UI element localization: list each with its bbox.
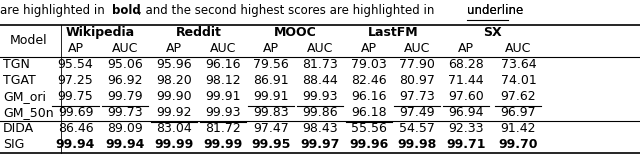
Text: 99.86: 99.86 xyxy=(302,106,338,119)
Text: AUC: AUC xyxy=(209,42,236,55)
Text: SIG: SIG xyxy=(3,138,24,151)
Text: 92.33: 92.33 xyxy=(448,122,484,135)
Text: 99.73: 99.73 xyxy=(108,106,143,119)
Text: 55.56: 55.56 xyxy=(351,122,387,135)
Text: 99.94: 99.94 xyxy=(106,138,145,151)
Text: AP: AP xyxy=(458,42,474,55)
Text: AP: AP xyxy=(166,42,182,55)
Text: 74.01: 74.01 xyxy=(500,74,536,87)
Text: 81.73: 81.73 xyxy=(302,58,338,71)
Text: 97.47: 97.47 xyxy=(253,122,289,135)
Text: 82.46: 82.46 xyxy=(351,74,387,87)
Text: 99.92: 99.92 xyxy=(156,106,192,119)
Text: 99.98: 99.98 xyxy=(397,138,437,151)
Text: 97.62: 97.62 xyxy=(500,90,536,103)
Text: 54.57: 54.57 xyxy=(399,122,435,135)
Text: 73.64: 73.64 xyxy=(500,58,536,71)
Text: 97.73: 97.73 xyxy=(399,90,435,103)
Text: 99.93: 99.93 xyxy=(205,106,241,119)
Text: 83.04: 83.04 xyxy=(156,122,192,135)
Text: 99.90: 99.90 xyxy=(156,90,192,103)
Text: , and the second highest scores are highlighted in: , and the second highest scores are high… xyxy=(138,4,438,17)
Text: 99.83: 99.83 xyxy=(253,106,289,119)
Text: 68.28: 68.28 xyxy=(448,58,484,71)
Text: 99.99: 99.99 xyxy=(154,138,194,151)
Text: 98.12: 98.12 xyxy=(205,74,241,87)
Text: 99.94: 99.94 xyxy=(56,138,95,151)
Text: 95.96: 95.96 xyxy=(156,58,192,71)
Text: 88.44: 88.44 xyxy=(302,74,338,87)
Text: 89.09: 89.09 xyxy=(108,122,143,135)
Text: 99.75: 99.75 xyxy=(58,90,93,103)
Text: 71.44: 71.44 xyxy=(448,74,484,87)
Text: LastFM: LastFM xyxy=(367,27,419,39)
Text: 99.79: 99.79 xyxy=(108,90,143,103)
Text: 99.96: 99.96 xyxy=(349,138,388,151)
Text: Wikipedia: Wikipedia xyxy=(66,27,135,39)
Text: 96.16: 96.16 xyxy=(205,58,241,71)
Text: 98.20: 98.20 xyxy=(156,74,192,87)
Text: 96.18: 96.18 xyxy=(351,106,387,119)
Text: 95.54: 95.54 xyxy=(58,58,93,71)
Text: TGN: TGN xyxy=(3,58,30,71)
Text: 97.60: 97.60 xyxy=(448,90,484,103)
Text: AP: AP xyxy=(68,42,83,55)
Text: .: . xyxy=(508,4,512,17)
Text: 99.71: 99.71 xyxy=(446,138,486,151)
Text: AP: AP xyxy=(361,42,376,55)
Text: TGAT: TGAT xyxy=(3,74,36,87)
Text: MOOC: MOOC xyxy=(275,27,317,39)
Text: 98.43: 98.43 xyxy=(302,122,338,135)
Text: 99.91: 99.91 xyxy=(205,90,241,103)
Text: 99.95: 99.95 xyxy=(252,138,291,151)
Text: 91.42: 91.42 xyxy=(500,122,536,135)
Text: AUC: AUC xyxy=(505,42,532,55)
Text: 80.97: 80.97 xyxy=(399,74,435,87)
Text: DIDA: DIDA xyxy=(3,122,35,135)
Text: 99.97: 99.97 xyxy=(300,138,340,151)
Text: 96.97: 96.97 xyxy=(500,106,536,119)
Text: AP: AP xyxy=(264,42,280,55)
Text: 99.69: 99.69 xyxy=(58,106,93,119)
Text: 99.70: 99.70 xyxy=(499,138,538,151)
Text: 99.99: 99.99 xyxy=(203,138,243,151)
Text: Model: Model xyxy=(10,34,47,47)
Text: underline: underline xyxy=(467,4,524,17)
Text: 77.90: 77.90 xyxy=(399,58,435,71)
Text: 97.25: 97.25 xyxy=(58,74,93,87)
Text: Reddit: Reddit xyxy=(175,27,221,39)
Text: 81.72: 81.72 xyxy=(205,122,241,135)
Text: 79.03: 79.03 xyxy=(351,58,387,71)
Text: 97.49: 97.49 xyxy=(399,106,435,119)
Text: AUC: AUC xyxy=(307,42,333,55)
Text: AUC: AUC xyxy=(112,42,139,55)
Text: 99.91: 99.91 xyxy=(253,90,289,103)
Text: 86.91: 86.91 xyxy=(253,74,289,87)
Text: GM_ori: GM_ori xyxy=(3,90,46,103)
Text: AUC: AUC xyxy=(404,42,431,55)
Text: 96.16: 96.16 xyxy=(351,90,387,103)
Text: SX: SX xyxy=(483,27,502,39)
Text: GM_50n: GM_50n xyxy=(3,106,54,119)
Text: 79.56: 79.56 xyxy=(253,58,289,71)
Text: bold: bold xyxy=(112,4,141,17)
Text: 96.94: 96.94 xyxy=(448,106,484,119)
Text: 96.92: 96.92 xyxy=(108,74,143,87)
Text: are highlighted in: are highlighted in xyxy=(0,4,109,17)
Text: 95.06: 95.06 xyxy=(108,58,143,71)
Text: 86.46: 86.46 xyxy=(58,122,93,135)
Text: underline: underline xyxy=(467,4,524,17)
Text: 99.93: 99.93 xyxy=(302,90,338,103)
